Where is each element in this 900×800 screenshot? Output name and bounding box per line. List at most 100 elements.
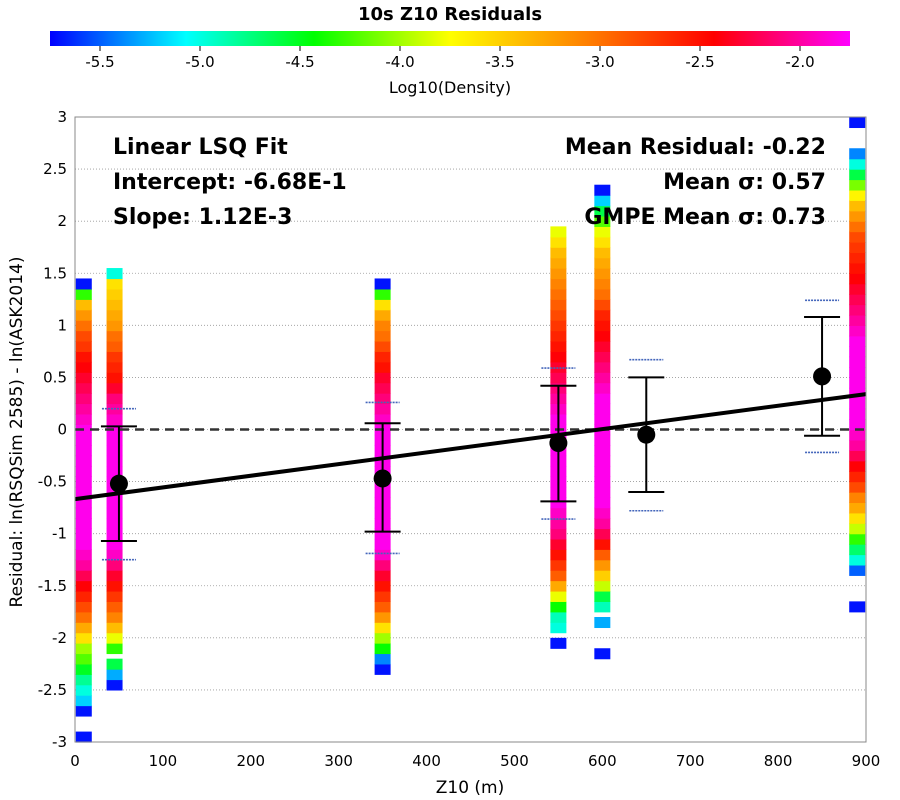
chart-title: 10s Z10 Residuals (358, 4, 542, 25)
density-cell (75, 611, 92, 623)
density-cell (550, 538, 567, 550)
density-cell (594, 215, 611, 227)
density-cell (849, 242, 866, 254)
density-cell (374, 570, 391, 582)
density-cell (106, 497, 123, 509)
density-cell (75, 590, 92, 602)
plot-border (74, 116, 867, 743)
density-cell (106, 518, 123, 530)
density-cell (106, 434, 123, 446)
density-cell (75, 538, 92, 550)
density-cell (75, 320, 92, 332)
density-cell (550, 330, 567, 342)
y-tick-label: -0.5 (38, 473, 67, 491)
mean-point (813, 367, 832, 386)
density-cell (75, 455, 92, 467)
density-cell (849, 398, 866, 410)
density-cell (594, 278, 611, 290)
density-cell (594, 403, 611, 415)
density-cell (106, 288, 123, 300)
density-cell (75, 663, 92, 675)
colorbar-tick-label: -3.5 (485, 53, 514, 71)
density-cell (550, 518, 567, 530)
density-cell (550, 559, 567, 571)
x-tick-label: 800 (764, 752, 793, 770)
density-cell (849, 564, 866, 576)
density-cell (374, 403, 391, 415)
density-cell (594, 351, 611, 363)
density-cell (75, 518, 92, 530)
density-cell (75, 695, 92, 707)
density-cell (849, 554, 866, 566)
x-axis-ticks: 0 100 200 300 400 500 600 700 800 900 (70, 752, 880, 770)
density-cell (550, 257, 567, 269)
density-cell (550, 309, 567, 321)
density-cell (849, 492, 866, 504)
density-cell (374, 538, 391, 550)
density-cell (849, 179, 866, 191)
density-cell (594, 195, 611, 207)
density-cell (106, 658, 123, 670)
density-cell (106, 559, 123, 571)
density-cell (374, 372, 391, 384)
density-cell (106, 445, 123, 457)
density-cell (594, 570, 611, 582)
density-cell (849, 158, 866, 170)
density-cell (550, 580, 567, 592)
density-cell (75, 434, 92, 446)
density-cell (75, 549, 92, 561)
density-cell (106, 455, 123, 467)
x-tick-label: 700 (676, 752, 705, 770)
density-cell (374, 653, 391, 665)
density-cell (106, 351, 123, 363)
density-cell (75, 393, 92, 405)
density-cell (594, 476, 611, 488)
density-cell (594, 497, 611, 509)
density-cell (594, 434, 611, 446)
density-cell (550, 351, 567, 363)
density-cell (594, 330, 611, 342)
density-cell (374, 643, 391, 655)
density-cell (594, 538, 611, 550)
density-cell (374, 559, 391, 571)
density-cell (374, 393, 391, 405)
density-cell (594, 361, 611, 373)
gmpe-mean-sigma-text: GMPE Mean σ: 0.73 (584, 205, 826, 230)
density-cell (75, 528, 92, 540)
density-cell (550, 340, 567, 352)
density-cell (550, 622, 567, 634)
density-cell (594, 299, 611, 311)
colorbar-tick-label: -2.5 (685, 53, 714, 71)
density-cell (550, 236, 567, 248)
density-cell (849, 294, 866, 306)
density-cell (849, 429, 866, 441)
density-cell (594, 257, 611, 269)
density-cell (849, 512, 866, 524)
y-tick-label: 1 (57, 316, 67, 334)
density-cell (849, 314, 866, 326)
density-cell (106, 340, 123, 352)
density-cell (75, 622, 92, 634)
density-cell (594, 184, 611, 196)
density-cell (374, 611, 391, 623)
density-cell (594, 372, 611, 384)
density-cell (849, 408, 866, 420)
density-cell (75, 653, 92, 665)
y-tick-label: 1.5 (43, 264, 67, 282)
density-cell (106, 278, 123, 290)
density-cell (75, 601, 92, 613)
x-tick-label: 900 (852, 752, 881, 770)
density-cell (106, 413, 123, 425)
density-cell (106, 601, 123, 613)
density-cell (849, 304, 866, 316)
density-cell (374, 622, 391, 634)
density-cell (849, 367, 866, 379)
density-cell (106, 320, 123, 332)
density-cell (849, 283, 866, 295)
density-cell (106, 538, 123, 550)
density-cell (594, 486, 611, 498)
density-cell (374, 601, 391, 613)
density-cell (594, 236, 611, 248)
density-cell (106, 549, 123, 561)
density-cell (106, 679, 123, 691)
